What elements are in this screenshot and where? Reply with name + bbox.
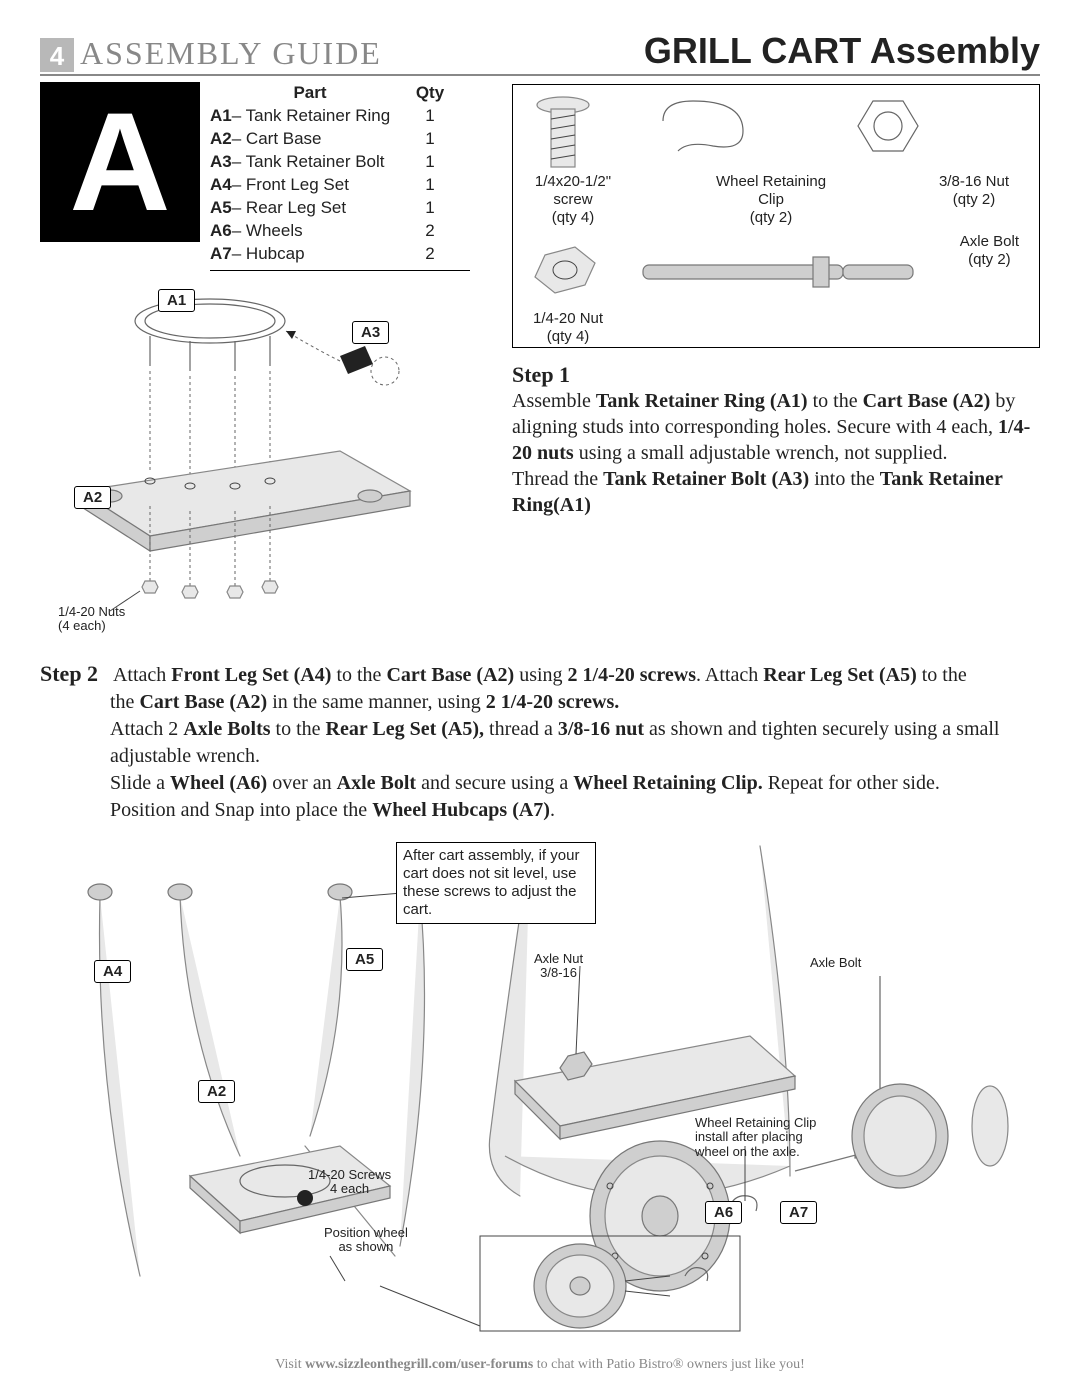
section-letter: A: [69, 92, 170, 232]
label-a6: A6: [705, 1201, 742, 1224]
label-a1: A1: [158, 289, 195, 312]
label-a2: A2: [74, 486, 111, 509]
hw-nut14: 1/4-20 Nut (qty 4): [533, 310, 603, 346]
guide-label: ASSEMBLY GUIDE: [80, 35, 644, 72]
hw-axle: Axle Bolt (qty 2): [960, 233, 1019, 269]
parts-table: Part Qty A1– Tank Retainer Ring1 A2– Car…: [210, 82, 470, 271]
main-title: GRILL CART Assembly: [644, 30, 1040, 72]
top-section: A Part Qty A1– Tank Retainer Ring1 A2– C…: [40, 82, 1040, 641]
step2-p3: Slide a Wheel (A6) over an Axle Bolt and…: [40, 770, 1040, 797]
clip-note: Wheel Retaining Clip install after placi…: [695, 1116, 825, 1161]
step2-p2: Attach 2 Axle Bolts to the Rear Leg Set …: [40, 716, 1040, 770]
step1-title: Step 1: [512, 362, 1040, 388]
table-row: A7– Hubcap2: [210, 243, 470, 266]
adjust-note: After cart assembly, if your cart does n…: [396, 842, 596, 924]
step2-title: Step 2: [40, 661, 98, 686]
position-label: Position wheel as shown: [324, 1226, 408, 1255]
left-column: A Part Qty A1– Tank Retainer Ring1 A2– C…: [40, 82, 500, 641]
screws-label: 1/4-20 Screws 4 each: [308, 1168, 391, 1197]
label-a2-2: A2: [198, 1080, 235, 1103]
label-a5: A5: [346, 948, 383, 971]
hardware-row1-svg: [513, 91, 1039, 211]
label-a7: A7: [780, 1201, 817, 1224]
axle-nut-label: Axle Nut 3/8-16: [534, 952, 583, 981]
table-row: A3– Tank Retainer Bolt1: [210, 151, 470, 174]
page-footer: Visit www.sizzleonthegrill.com/user-foru…: [0, 1357, 1080, 1373]
step2-block: Step 2 Attach Front Leg Set (A4) to the …: [40, 659, 1040, 824]
axle-bolt-label: Axle Bolt: [810, 956, 861, 970]
table-row: A5– Rear Leg Set1: [210, 197, 470, 220]
table-row: A1– Tank Retainer Ring1: [210, 105, 470, 128]
nuts-caption: 1/4-20 Nuts (4 each): [58, 605, 125, 634]
section-letter-box: A: [40, 82, 200, 242]
label-a4: A4: [94, 960, 131, 983]
table-row: A4– Front Leg Set1: [210, 174, 470, 197]
step2-p1: Step 2 Attach Front Leg Set (A4) to the …: [40, 659, 1040, 689]
page-number: 4: [50, 41, 64, 72]
table-row: A2– Cart Base1: [210, 128, 470, 151]
diagram-step1: A1 A3 A2 1/4-20 Nuts (4 each): [40, 281, 480, 641]
hardware-box: 1/4x20-1/2" screw (qty 4) Wheel Retainin…: [512, 84, 1040, 348]
label-a3: A3: [352, 321, 389, 344]
parts-col-part: Part: [210, 82, 410, 105]
right-column: 1/4x20-1/2" screw (qty 4) Wheel Retainin…: [512, 82, 1040, 641]
step2-p4: Position and Snap into place the Wheel H…: [40, 797, 1040, 824]
parts-col-qty: Qty: [410, 82, 450, 105]
diagram-step2: After cart assembly, if your cart does n…: [40, 836, 1040, 1346]
page-header: 4 ASSEMBLY GUIDE GRILL CART Assembly: [40, 30, 1040, 76]
step1-body: Assemble Tank Retainer Ring (A1) to the …: [512, 388, 1040, 518]
diagram1-svg: [40, 281, 480, 641]
page-number-box: 4: [40, 38, 74, 72]
parts-block: A Part Qty A1– Tank Retainer Ring1 A2– C…: [40, 82, 500, 271]
table-row: A6– Wheels2: [210, 220, 470, 243]
